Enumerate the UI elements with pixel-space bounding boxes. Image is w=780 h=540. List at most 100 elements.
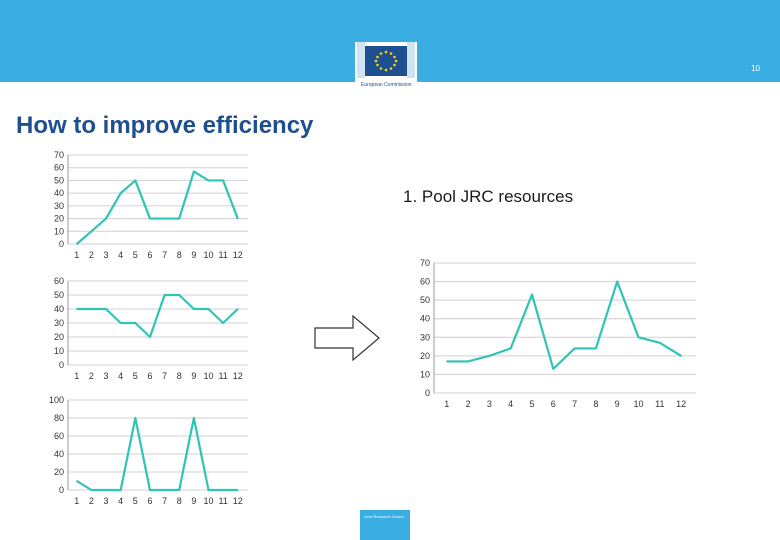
x-tick-label: 3	[487, 399, 492, 409]
x-tick-label: 3	[104, 371, 109, 381]
x-tick-label: 6	[147, 371, 152, 381]
jrc-logo-text: Joint Research Centre	[364, 514, 404, 519]
x-tick-label: 7	[572, 399, 577, 409]
x-tick-label: 11	[218, 250, 227, 260]
data-point	[149, 217, 151, 220]
x-tick-label: 5	[529, 399, 534, 409]
x-tick-label: 7	[162, 371, 167, 381]
data-point	[134, 322, 137, 324]
data-point	[119, 489, 122, 491]
y-tick-label: 80	[54, 413, 64, 423]
data-point	[134, 179, 137, 182]
y-tick-label: 0	[59, 485, 64, 495]
x-tick-label: 11	[218, 496, 227, 506]
y-tick-label: 60	[54, 276, 64, 286]
x-tick-label: 12	[233, 496, 243, 506]
x-tick-label: 12	[233, 250, 243, 260]
data-point	[90, 308, 93, 310]
y-tick-label: 20	[54, 214, 64, 224]
jrc-logo: Joint Research Centre	[360, 510, 410, 540]
data-point	[236, 308, 239, 310]
data-point	[105, 217, 107, 220]
data-point	[207, 179, 210, 182]
data-point	[680, 355, 682, 357]
data-point	[149, 336, 151, 338]
x-tick-label: 12	[676, 399, 686, 409]
data-point	[222, 322, 224, 324]
y-tick-label: 100	[49, 395, 64, 405]
data-point	[552, 368, 555, 370]
data-point	[445, 360, 448, 363]
data-point	[193, 308, 195, 310]
data-point	[163, 294, 166, 296]
x-tick-label: 6	[147, 250, 152, 260]
data-point	[105, 308, 107, 310]
y-tick-label: 60	[420, 277, 430, 287]
data-point	[193, 170, 195, 173]
data-point	[75, 308, 78, 310]
x-tick-label: 10	[203, 250, 213, 260]
x-tick-label: 1	[74, 371, 79, 381]
x-tick-label: 1	[444, 399, 449, 409]
x-tick-label: 8	[593, 399, 598, 409]
x-tick-label: 8	[177, 496, 182, 506]
data-point	[616, 280, 618, 283]
data-point	[467, 360, 469, 363]
y-tick-label: 30	[54, 318, 64, 328]
y-tick-label: 0	[59, 239, 64, 249]
x-tick-label: 4	[118, 496, 123, 506]
data-point	[178, 217, 181, 220]
data-point	[105, 489, 107, 491]
y-tick-label: 10	[54, 346, 64, 356]
x-tick-label: 4	[118, 371, 123, 381]
y-tick-label: 50	[54, 290, 64, 300]
y-tick-label: 30	[420, 332, 430, 342]
x-tick-label: 2	[89, 371, 94, 381]
data-point	[119, 322, 122, 324]
y-tick-label: 60	[54, 163, 64, 173]
x-tick-label: 4	[508, 399, 513, 409]
x-tick-label: 9	[191, 250, 196, 260]
data-point	[509, 347, 512, 350]
x-tick-label: 5	[133, 250, 138, 260]
data-point	[193, 417, 195, 419]
y-tick-label: 20	[420, 351, 430, 361]
data-point	[222, 489, 224, 491]
x-tick-label: 8	[177, 250, 182, 260]
x-tick-label: 5	[133, 371, 138, 381]
x-tick-label: 12	[233, 371, 243, 381]
x-tick-label: 9	[615, 399, 620, 409]
y-tick-label: 70	[54, 150, 64, 160]
x-tick-label: 7	[162, 250, 167, 260]
x-tick-label: 6	[147, 496, 152, 506]
y-tick-label: 30	[54, 201, 64, 211]
y-tick-label: 20	[54, 332, 64, 342]
y-tick-label: 60	[54, 431, 64, 441]
x-tick-label: 11	[218, 371, 227, 381]
y-tick-label: 40	[420, 314, 430, 324]
data-point	[75, 480, 78, 482]
series-line	[76, 170, 239, 245]
data-point	[178, 489, 181, 491]
x-tick-label: 1	[74, 496, 79, 506]
x-tick-label: 10	[203, 496, 213, 506]
arrow-right-icon	[314, 314, 380, 362]
y-tick-label: 50	[420, 295, 430, 305]
x-tick-label: 9	[191, 496, 196, 506]
data-point	[119, 192, 122, 194]
bullet-pool-resources: 1. Pool JRC resources	[403, 187, 574, 206]
y-tick-label: 20	[54, 467, 64, 477]
slide-title: How to improve efficiency	[16, 112, 314, 139]
y-tick-label: 40	[54, 304, 64, 314]
y-tick-label: 10	[54, 226, 64, 236]
y-tick-label: 40	[54, 188, 64, 198]
data-point	[163, 489, 166, 491]
series-line	[76, 293, 239, 339]
data-point	[163, 217, 166, 220]
data-point	[236, 217, 239, 220]
x-tick-label: 11	[655, 399, 664, 409]
data-point	[637, 336, 640, 339]
